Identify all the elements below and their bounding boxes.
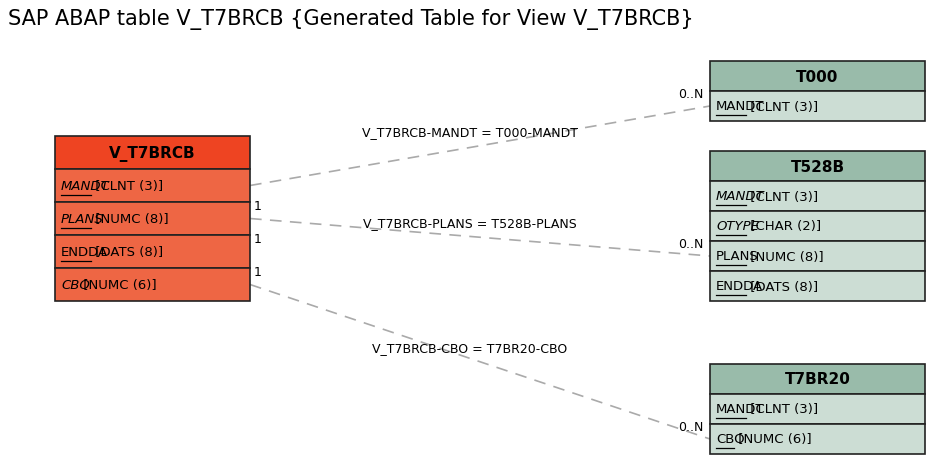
Text: 1: 1 (254, 266, 262, 279)
Bar (710, 241, 925, 271)
Text: CBO: CBO (716, 433, 744, 446)
Text: SAP ABAP table V_T7BRCB {Generated Table for View V_T7BRCB}: SAP ABAP table V_T7BRCB {Generated Table… (8, 9, 694, 30)
Bar (710, 211, 925, 241)
Bar (55, 203, 250, 236)
Text: 0..N: 0..N (679, 420, 704, 433)
Text: V_T7BRCB: V_T7BRCB (109, 145, 196, 161)
Bar (710, 424, 925, 454)
Text: V_T7BRCB-MANDT = T000-MANDT: V_T7BRCB-MANDT = T000-MANDT (362, 126, 578, 139)
Text: [CLNT (3)]: [CLNT (3)] (746, 190, 818, 203)
Text: MANDT: MANDT (716, 190, 765, 203)
Text: [CHAR (2)]: [CHAR (2)] (746, 220, 821, 233)
Text: [CLNT (3)]: [CLNT (3)] (746, 403, 818, 416)
Text: ENDDA: ENDDA (61, 246, 108, 258)
Text: ENDDA: ENDDA (716, 280, 763, 293)
Text: [NUMC (6)]: [NUMC (6)] (79, 278, 156, 291)
Text: [DATS (8)]: [DATS (8)] (746, 280, 818, 293)
Text: 1: 1 (254, 200, 262, 213)
Text: [DATS (8)]: [DATS (8)] (91, 246, 163, 258)
Bar (710, 271, 925, 301)
Text: MANDT: MANDT (61, 179, 110, 193)
Bar (710, 152, 925, 182)
Text: MANDT: MANDT (716, 100, 764, 113)
Text: [CLNT (3)]: [CLNT (3)] (746, 100, 818, 113)
Text: 0..N: 0..N (679, 88, 704, 101)
Bar (710, 62, 925, 92)
Text: 1: 1 (254, 233, 262, 246)
Text: PLANS: PLANS (61, 213, 103, 226)
Bar (710, 364, 925, 394)
Text: [NUMC (6)]: [NUMC (6)] (734, 433, 811, 446)
Text: T000: T000 (796, 69, 839, 84)
Text: MANDT: MANDT (716, 403, 764, 416)
Bar (710, 182, 925, 211)
Bar (55, 137, 250, 169)
Text: V_T7BRCB-PLANS = T528B-PLANS: V_T7BRCB-PLANS = T528B-PLANS (363, 217, 577, 230)
Text: 0..N: 0..N (679, 238, 704, 250)
Text: [NUMC (8)]: [NUMC (8)] (746, 250, 824, 263)
Text: [NUMC (8)]: [NUMC (8)] (91, 213, 169, 226)
Text: OTYPE: OTYPE (716, 220, 759, 233)
Bar (55, 236, 250, 268)
Bar (55, 268, 250, 301)
Text: [CLNT (3)]: [CLNT (3)] (91, 179, 163, 193)
Text: CBO: CBO (61, 278, 90, 291)
Text: T7BR20: T7BR20 (785, 372, 850, 387)
Bar (55, 169, 250, 203)
Bar (710, 394, 925, 424)
Text: V_T7BRCB-CBO = T7BR20-CBO: V_T7BRCB-CBO = T7BR20-CBO (373, 341, 568, 354)
Text: PLANS: PLANS (716, 250, 758, 263)
Text: T528B: T528B (791, 159, 845, 174)
Bar (710, 92, 925, 122)
